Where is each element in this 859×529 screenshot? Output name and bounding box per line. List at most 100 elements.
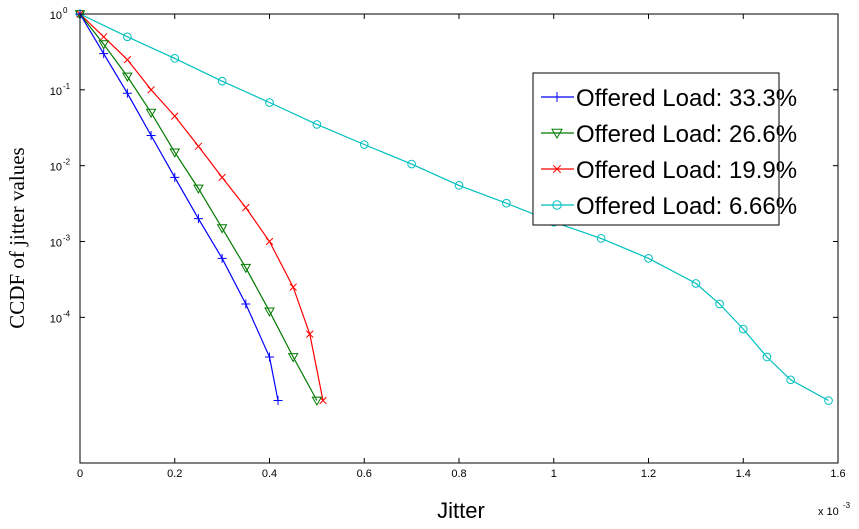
legend-label: Offered Load: 19.9% — [576, 157, 797, 184]
data-point — [217, 253, 227, 263]
series-2 — [76, 10, 327, 405]
y-axis-label: CCDF of jitter values — [5, 147, 29, 328]
x-multiplier: x 10 -3 — [818, 501, 851, 518]
x-tick-label: 1.6 — [830, 468, 845, 480]
y-tick-base: 10 — [50, 313, 62, 325]
legend: Offered Load: 33.3% Offered Load: 26.6% Of… — [532, 72, 797, 226]
legend-box — [532, 72, 780, 226]
data-point — [193, 214, 203, 224]
data-point — [146, 130, 156, 140]
data-point — [218, 173, 226, 182]
y-tick-exponent: 0 — [63, 6, 68, 15]
x-tick-label: 0 — [77, 468, 83, 480]
data-point — [170, 172, 180, 182]
data-point — [265, 352, 274, 362]
data-point — [273, 396, 283, 406]
y-tick-label: 10 -3 — [50, 234, 71, 250]
y-tick-base: 10 — [50, 162, 62, 174]
data-point — [122, 88, 132, 98]
data-point — [359, 140, 369, 149]
data-point — [552, 92, 562, 102]
data-point — [306, 330, 314, 338]
legend-entry: Offered Load: 19.9% — [541, 157, 797, 184]
legend-entry: Offered Load: 6.66% — [541, 193, 797, 220]
data-point — [762, 352, 772, 362]
data-point — [169, 148, 181, 158]
legend-label: Offered Load: 33.3% — [576, 85, 797, 112]
data-point — [407, 159, 416, 169]
data-point — [824, 396, 833, 405]
data-point — [265, 98, 274, 107]
data-point — [241, 299, 251, 309]
y-tick-exponent: -2 — [63, 158, 71, 167]
data-point — [170, 54, 180, 63]
series-line — [79, 13, 324, 401]
data-point — [691, 279, 701, 288]
y-tick-base: 10 — [50, 86, 62, 98]
legend-label: Offered Load: 26.6% — [576, 121, 797, 148]
data-point — [644, 254, 653, 263]
data-point — [145, 108, 157, 119]
data-point — [287, 353, 299, 363]
data-point — [786, 375, 795, 385]
series-line — [79, 13, 279, 401]
data-point — [194, 142, 203, 151]
data-point — [240, 263, 252, 274]
x-tick-label: 1 — [551, 468, 557, 480]
x-tick-label: 0.4 — [262, 468, 277, 480]
data-point — [193, 184, 204, 195]
data-point — [171, 112, 179, 120]
data-point — [122, 72, 133, 82]
data-point — [98, 40, 110, 50]
y-tick-label: 10 -1 — [50, 82, 71, 98]
series-line — [79, 13, 318, 401]
y-tick-exponent: -3 — [63, 234, 71, 243]
x-tick-label: 0.8 — [451, 468, 466, 480]
data-point — [289, 283, 297, 291]
x-multiplier-base: x 10 — [818, 506, 839, 518]
data-point — [99, 33, 108, 41]
series-3 — [75, 9, 833, 405]
series-1 — [74, 10, 323, 407]
data-point — [552, 200, 562, 210]
y-tick-exponent: -4 — [63, 309, 71, 318]
data-point — [738, 324, 748, 334]
legend-label: Offered Load: 6.66% — [576, 193, 797, 220]
x-tick-label: 1.2 — [641, 468, 656, 480]
data-point — [123, 55, 132, 64]
y-tick-label: 10 0 — [50, 6, 68, 22]
series-layer — [74, 9, 833, 407]
y-tick-base: 10 — [50, 238, 62, 250]
x-tick-label: 1.4 — [736, 468, 751, 480]
x-tick-label: 0.2 — [167, 468, 182, 480]
data-point — [715, 299, 724, 309]
y-tick-base: 10 — [50, 10, 62, 22]
x-axis-label: Jitter — [437, 498, 485, 523]
x-multiplier-exponent: -3 — [843, 501, 851, 510]
data-point — [312, 120, 322, 129]
data-point — [454, 181, 464, 190]
y-tick-label: 10 -4 — [50, 309, 71, 325]
data-point — [217, 76, 227, 86]
data-point — [242, 203, 250, 212]
legend-entry: Offered Load: 33.3% — [541, 85, 797, 112]
data-point — [311, 396, 323, 407]
data-point — [99, 49, 109, 59]
data-point — [123, 32, 132, 42]
x-tick-label: 0.6 — [357, 468, 372, 480]
series-line — [79, 13, 829, 402]
data-point — [551, 128, 563, 140]
data-point — [502, 198, 511, 208]
legend-entry: Offered Load: 26.6% — [541, 121, 797, 148]
data-point — [552, 164, 562, 174]
y-tick-label: 10 -2 — [50, 158, 71, 174]
data-point — [265, 237, 274, 246]
data-point — [264, 307, 275, 317]
data-point — [216, 224, 228, 234]
y-tick-exponent: -1 — [63, 82, 71, 91]
data-point — [147, 86, 155, 94]
data-point — [596, 234, 606, 243]
